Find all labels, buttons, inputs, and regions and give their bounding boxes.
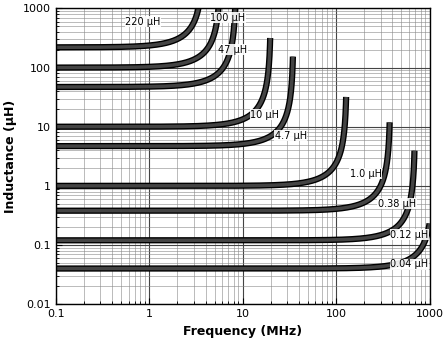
X-axis label: Frequency (MHz): Frequency (MHz) <box>183 325 302 338</box>
Text: 10 μH: 10 μH <box>250 110 279 120</box>
Text: 220 μH: 220 μH <box>125 16 160 27</box>
Text: 0.12 μH: 0.12 μH <box>390 230 429 240</box>
Text: 47 μH: 47 μH <box>219 45 248 55</box>
Text: 0.38 μH: 0.38 μH <box>378 199 416 209</box>
Text: 4.7 μH: 4.7 μH <box>275 131 307 141</box>
Text: 100 μH: 100 μH <box>210 13 246 23</box>
Y-axis label: Inductance (μH): Inductance (μH) <box>4 100 17 213</box>
Text: 1.0 μH: 1.0 μH <box>350 169 382 179</box>
Text: 0.04 μH: 0.04 μH <box>390 259 428 269</box>
